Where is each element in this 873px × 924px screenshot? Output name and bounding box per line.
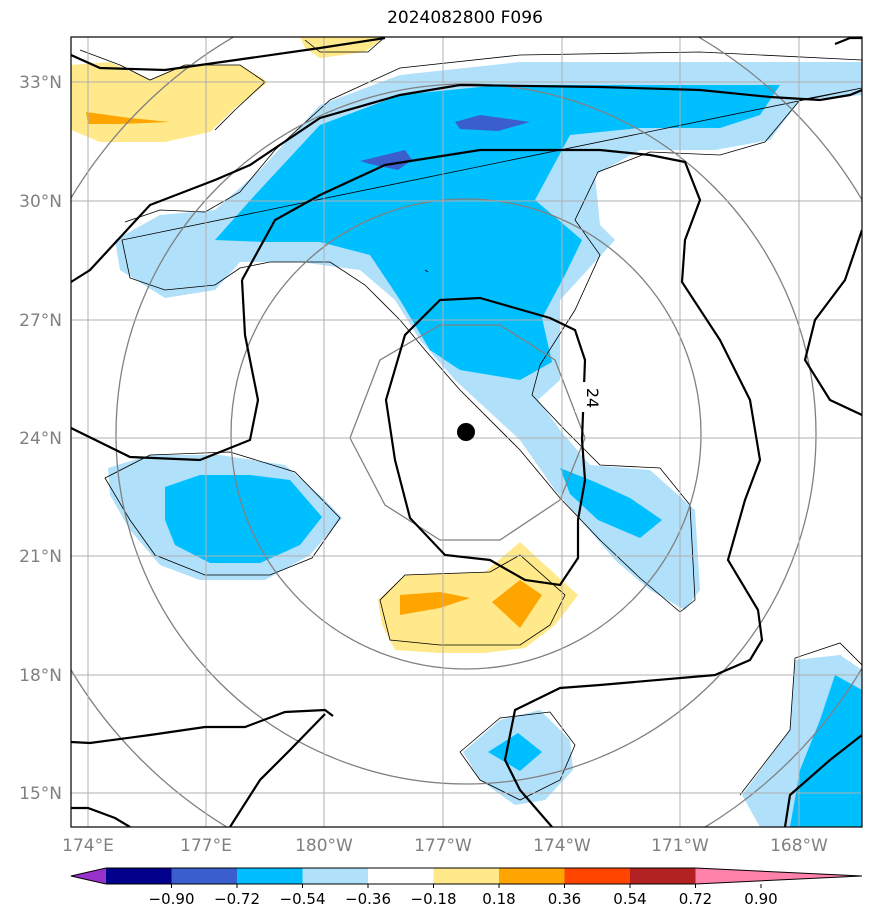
- lon-label: 177°E: [180, 836, 232, 856]
- shading-orange: [86, 112, 542, 628]
- colorbar-segment: [564, 868, 631, 884]
- colorbar-tick-label: −0.90: [149, 890, 195, 908]
- lon-label: 174°W: [533, 836, 591, 856]
- latitude-labels: 33°N 30°N 27°N 24°N 21°N 18°N 15°N: [19, 73, 62, 804]
- lon-label: 174°E: [62, 836, 114, 856]
- storm-center-marker: [457, 423, 475, 441]
- map-plot-area: 24: [71, 37, 862, 827]
- lat-label: 33°N: [19, 73, 62, 93]
- lat-label: 24°N: [19, 429, 62, 449]
- lat-label: 27°N: [19, 311, 62, 331]
- colorbar-tick-label: 0.18: [482, 890, 515, 908]
- lon-label: 177°W: [414, 836, 472, 856]
- map-title: 2024082800 F096: [387, 8, 543, 28]
- shading-dark-blue: [360, 115, 530, 170]
- lat-label: 30°N: [19, 192, 62, 212]
- lon-label: 180°W: [295, 836, 353, 856]
- colorbar-tick-label: −0.36: [345, 890, 391, 908]
- colorbar-segment: [499, 868, 565, 884]
- colorbar-segment: [302, 868, 369, 884]
- colorbar-extend-low: [71, 868, 106, 884]
- map-frame: [70, 36, 863, 828]
- lat-label: 15°N: [19, 784, 62, 804]
- lat-label: 18°N: [19, 666, 62, 686]
- longitude-labels: 174°E 177°E 180°W 177°W 174°W 171°W 168°…: [62, 836, 828, 856]
- colorbar-segment: [106, 868, 172, 884]
- colorbar-tick-label: −0.54: [280, 890, 326, 908]
- lat-label: 21°N: [19, 547, 62, 567]
- colorbar-segment: [630, 868, 696, 884]
- colorbar-extend-high: [695, 868, 862, 884]
- colorbar-tick-label: −0.72: [214, 890, 260, 908]
- colorbar-segment: [368, 868, 434, 884]
- colorbar: −0.90 −0.72 −0.54 −0.36 −0.18 0.18 0.36 0.54 0.7…: [70, 867, 863, 908]
- shading-blue: [165, 85, 862, 827]
- height-contours: [71, 37, 862, 827]
- colorbar-segment: [171, 868, 238, 884]
- colorbar-outline: [70, 867, 863, 885]
- contour-label: 24: [583, 388, 602, 408]
- graticule: [71, 37, 862, 827]
- lon-label: 168°W: [770, 836, 828, 856]
- colorbar-segment: [237, 868, 303, 884]
- colorbar-tick-label: 0.90: [744, 890, 777, 908]
- lon-label: 171°W: [651, 836, 709, 856]
- colorbar-tick-label: 0.36: [548, 890, 581, 908]
- colorbar-segment: [433, 868, 500, 884]
- colorbar-tick-label: 0.72: [679, 890, 712, 908]
- colorbar-tick-label: 0.54: [613, 890, 646, 908]
- colorbar-tick-label: −0.18: [411, 890, 457, 908]
- contour-label-bg: [575, 382, 597, 412]
